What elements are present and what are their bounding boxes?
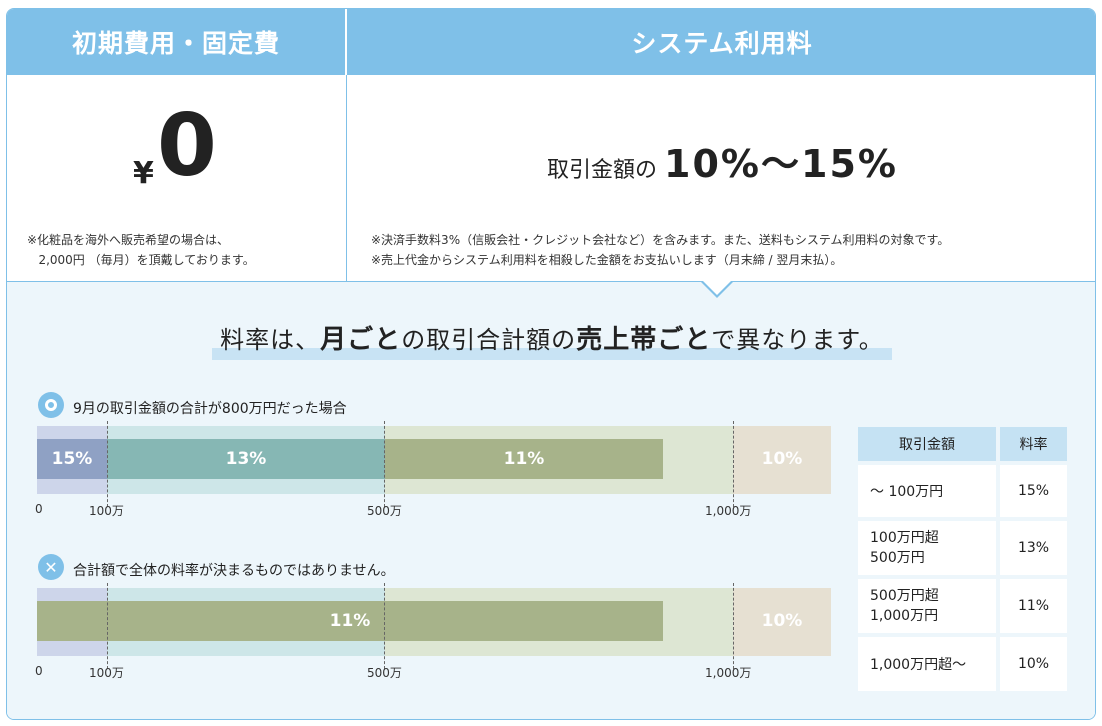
system-fee-box: 取引金額の 10%～15% ※決済手数料3%（信販会社・クレジット会社など）を含… (346, 75, 1095, 282)
table-row-amount: 1,000万円超～ (858, 637, 996, 691)
correct-circle-icon (38, 392, 64, 418)
row3-range-line1: 1,000万円超～ (870, 657, 967, 673)
row2-range-line1: 500万円超 (870, 588, 939, 604)
tick2-line-100 (107, 583, 108, 669)
headline-part1: 料率は、 (220, 326, 321, 354)
row1-range-line2: 500万円 (870, 550, 925, 566)
table-row-rate: 10% (1000, 637, 1067, 691)
table-row-amount: 500万円超 1,000万円 (858, 579, 996, 633)
segment-10: 10% (761, 449, 803, 469)
initial-cost-amount: 0 (157, 96, 217, 196)
initial-note-line2: 2,000円 （毎月）を頂戴しております。 (27, 253, 255, 267)
segment-13: 13% (107, 439, 385, 479)
axis-tick-0: 0 (35, 502, 43, 516)
row0-range-line1: ～ 100万円 (870, 484, 944, 500)
initial-cost-header: 初期費用・固定費 (7, 9, 345, 75)
table-row-rate: 15% (1000, 465, 1067, 517)
system-fee-range: 10%～15% (664, 142, 898, 186)
pointer-notch-fill (703, 281, 731, 295)
segment-total-11: 11% (37, 601, 663, 641)
system-fee-note1: ※決済手数料3%（信販会社・クレジット会社など）を含みます。また、送料もシステム… (371, 233, 950, 247)
axis2-tick-1000: 1,000万 (705, 666, 752, 680)
tick-line-100 (107, 421, 108, 507)
system-fee-rate: 取引金額の 10%～15% (347, 133, 1095, 188)
axis2-tick-500: 500万 (367, 666, 402, 680)
example-correct-text: 9月の取引金額の合計が800万円だった場合 (73, 401, 347, 417)
table-header-amount: 取引金額 (858, 427, 996, 461)
table-row-rate: 11% (1000, 579, 1067, 633)
pricing-panel: 初期費用・固定費 システム利用料 ¥ 0 ※化粧品を海外へ販売希望の場合は、 2… (6, 8, 1096, 720)
currency-symbol: ¥ (133, 156, 154, 191)
table-row-rate: 13% (1000, 521, 1067, 575)
tick-line-1000 (733, 421, 734, 507)
row2-range-line2: 1,000万円 (870, 608, 939, 624)
headline-part3: で異なります。 (711, 326, 884, 354)
tick2-line-1000 (733, 583, 734, 669)
tick-line-500 (384, 421, 385, 507)
headline-bold-band: 売上帯ごと (576, 325, 712, 355)
rate-headline: 料率は、月ごとの取引合計額の売上帯ごとで異なります。 (7, 319, 1095, 360)
header-divider (345, 9, 347, 75)
band2-1000-plus (733, 588, 831, 656)
table-header-rate: 料率 (1000, 427, 1067, 461)
axis2-tick-100: 100万 (89, 666, 124, 680)
segment-15: 15% (37, 439, 107, 479)
row1-range-line1: 100万円超 (870, 530, 939, 546)
segment-11: 11% (385, 439, 663, 479)
segment2-10: 10% (761, 611, 803, 631)
axis-tick-100: 100万 (89, 504, 124, 518)
table-row-amount: 100万円超 500万円 (858, 521, 996, 575)
initial-cost-box: ¥ 0 ※化粧品を海外へ販売希望の場合は、 2,000円 （毎月）を頂戴しており… (7, 75, 345, 282)
tick2-line-500 (384, 583, 385, 669)
band-1000-plus (733, 426, 831, 494)
initial-cost-note: ※化粧品を海外へ販売希望の場合は、 2,000円 （毎月）を頂戴しております。 (27, 230, 255, 270)
cross-circle-icon: ✕ (38, 554, 64, 580)
axis-tick-500: 500万 (367, 504, 402, 518)
table-row-amount: ～ 100万円 (858, 465, 996, 517)
system-fee-header: システム利用料 (347, 9, 1095, 75)
system-fee-notes: ※決済手数料3%（信販会社・クレジット会社など）を含みます。また、送料もシステム… (371, 230, 949, 270)
headline-bold-monthly: 月ごと (320, 325, 402, 355)
headline-part2: の取引合計額の (401, 326, 577, 354)
system-fee-note2: ※売上代金からシステム利用料を相殺した金額をお支払いします（月末締 / 翌月末払… (371, 253, 843, 267)
axis-tick-1000: 1,000万 (705, 504, 752, 518)
example-wrong-text: 合計額で全体の料率が決まるものではありません。 (73, 563, 395, 579)
initial-note-line1: ※化粧品を海外へ販売希望の場合は、 (27, 233, 230, 247)
axis2-tick-0: 0 (35, 664, 43, 678)
section-divider (7, 281, 1095, 283)
system-fee-prefix: 取引金額の (547, 158, 658, 183)
